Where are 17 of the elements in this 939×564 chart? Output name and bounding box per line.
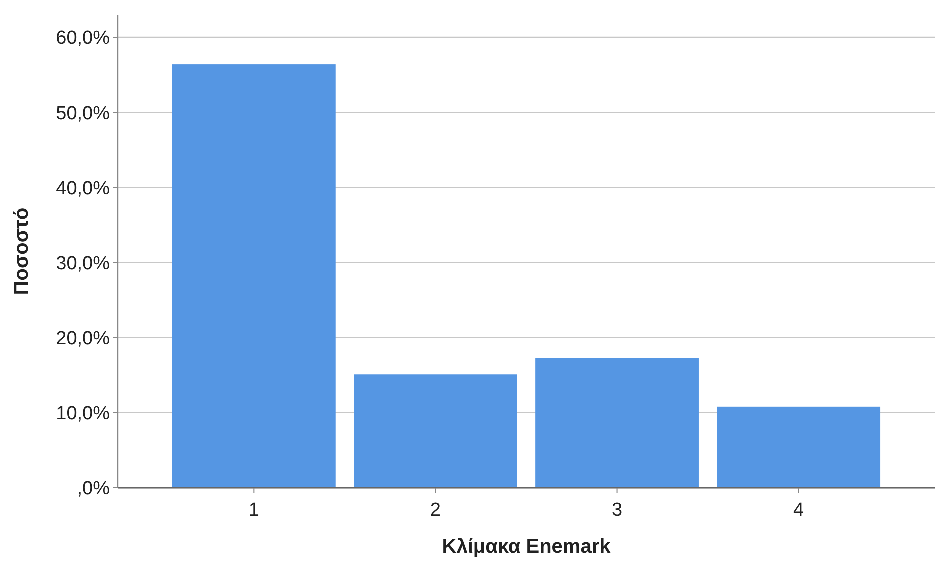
y-tick-label: 50,0%	[56, 103, 110, 124]
x-axis-title: Κλίμακα Enemark	[442, 536, 612, 558]
x-tick-label: 3	[612, 500, 623, 521]
y-tick-label: ,0%	[77, 478, 110, 500]
bar	[536, 358, 699, 488]
bar	[717, 406, 881, 488]
x-tick-label: 1	[248, 500, 260, 521]
y-axis-title: Ποσοστό	[11, 208, 33, 296]
y-tick-label: 60,0%	[56, 28, 110, 50]
bar	[172, 64, 336, 488]
x-tick-label: 4	[794, 500, 805, 521]
y-tick-label: 30,0%	[56, 253, 110, 274]
y-tick-label: 40,0%	[56, 178, 110, 200]
x-tick-label: 2	[430, 500, 442, 521]
y-tick-label: 20,0%	[56, 328, 110, 350]
y-tick-label: 10,0%	[56, 404, 110, 425]
bar	[354, 374, 518, 488]
